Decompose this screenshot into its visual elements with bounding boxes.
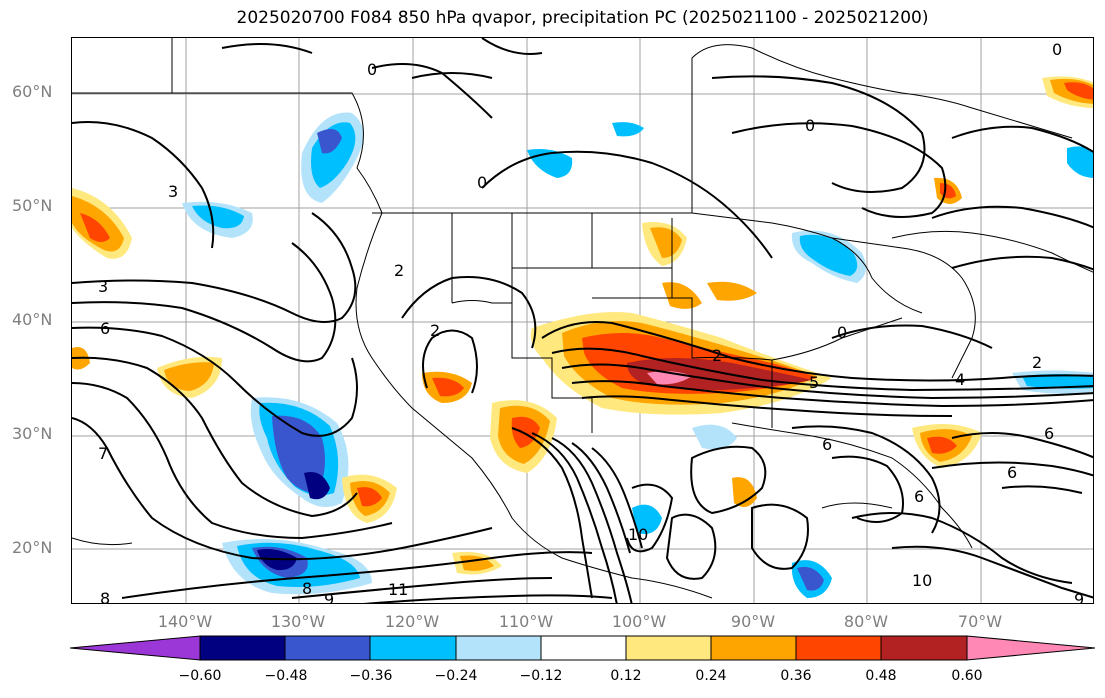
colorbar-tick: 0.24 [695, 668, 727, 684]
svg-text:9: 9 [324, 590, 334, 604]
colorbar-tick: 0.12 [610, 668, 642, 684]
colorbar-tick: 0.60 [951, 668, 983, 684]
lon-label-110w: 110°W [498, 612, 554, 631]
svg-text:6: 6 [1007, 463, 1017, 482]
svg-text:0: 0 [477, 173, 487, 192]
map-panel: 0 0 0 0 0 2 2 2 2 3 3 6 6 6 6 6 7 8 8 9 … [71, 37, 1094, 604]
svg-text:6: 6 [914, 487, 924, 506]
colorbar-tick: −0.24 [434, 668, 478, 684]
svg-text:10: 10 [912, 571, 932, 590]
lon-label-100w: 100°W [611, 612, 667, 631]
colorbar-tick: 0.48 [865, 668, 897, 684]
colorbar-segment [70, 635, 201, 661]
lon-label-70w: 70°W [957, 612, 1003, 631]
colorbar-tick: 0.36 [780, 668, 812, 684]
svg-text:9: 9 [1074, 590, 1084, 604]
lat-label-50n: 50°N [12, 196, 53, 215]
svg-text:2: 2 [430, 321, 440, 340]
colorbar-segment [795, 635, 882, 661]
colorbar [70, 635, 1095, 661]
svg-text:8: 8 [302, 579, 312, 598]
svg-text:0: 0 [837, 323, 847, 342]
svg-text:11: 11 [388, 580, 408, 599]
lat-label-40n: 40°N [12, 310, 53, 329]
negative-anomaly-shading [182, 112, 1093, 598]
colorbar-segment [966, 635, 1095, 661]
lon-label-120w: 120°W [384, 612, 440, 631]
lon-label-90w: 90°W [730, 612, 776, 631]
colorbar-tick: −0.48 [264, 668, 308, 684]
lon-label-140w: 140°W [157, 612, 213, 631]
colorbar-segment [284, 635, 371, 661]
svg-text:3: 3 [98, 277, 108, 296]
colorbar-segment [540, 635, 627, 661]
colorbar-tick: −0.36 [349, 668, 393, 684]
svg-text:0: 0 [1052, 40, 1062, 59]
svg-text:8: 8 [100, 589, 110, 604]
qvapor-contours [72, 38, 1093, 603]
svg-text:3: 3 [168, 182, 178, 201]
svg-text:6: 6 [100, 319, 110, 338]
svg-text:2: 2 [1032, 353, 1042, 372]
colorbar-segment [625, 635, 712, 661]
svg-text:2: 2 [394, 261, 404, 280]
colorbar-segment [880, 635, 968, 661]
lon-label-130w: 130°W [270, 612, 326, 631]
colorbar-segment [710, 635, 797, 661]
colorbar-tick: −0.12 [519, 668, 563, 684]
svg-text:2: 2 [712, 346, 722, 365]
svg-text:6: 6 [1044, 424, 1054, 443]
lat-label-60n: 60°N [12, 82, 53, 101]
colorbar-segment [369, 635, 457, 661]
svg-text:5: 5 [809, 373, 819, 392]
svg-text:0: 0 [805, 116, 815, 135]
lat-label-20n: 20°N [12, 538, 53, 557]
lon-label-80w: 80°W [843, 612, 889, 631]
svg-text:7: 7 [98, 444, 108, 463]
colorbar-segment [455, 635, 542, 661]
map-canvas: 0 0 0 0 0 2 2 2 2 3 3 6 6 6 6 6 7 8 8 9 … [72, 38, 1093, 604]
svg-text:6: 6 [822, 435, 832, 454]
lat-label-30n: 30°N [12, 424, 53, 443]
contour-labels: 0 0 0 0 0 2 2 2 2 3 3 6 6 6 6 6 7 8 8 9 … [98, 40, 1084, 604]
svg-text:10: 10 [628, 525, 648, 544]
map-title: 2025020700 F084 850 hPa qvapor, precipit… [236, 8, 929, 28]
colorbar-tick: −0.60 [178, 668, 222, 684]
svg-text:4: 4 [955, 370, 965, 389]
coastlines-and-borders [72, 38, 1093, 599]
svg-text:0: 0 [367, 60, 377, 79]
colorbar-segment [199, 635, 286, 661]
